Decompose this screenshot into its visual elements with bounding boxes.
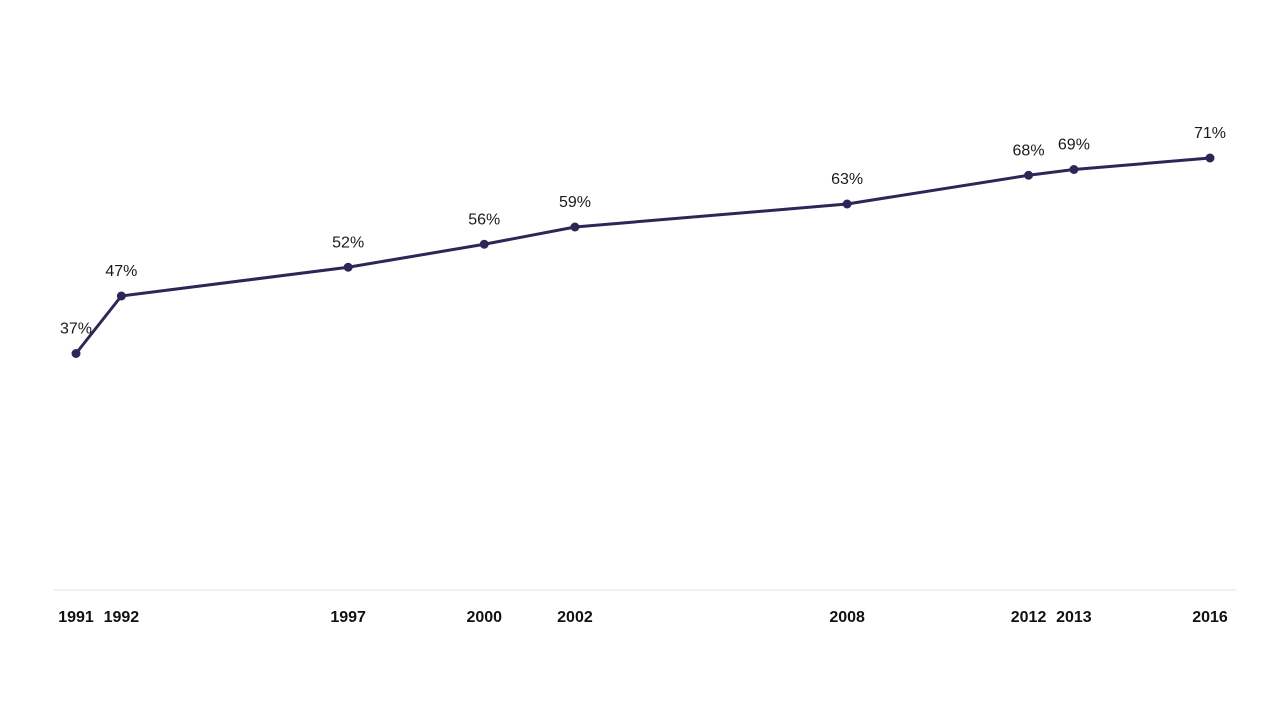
data-label-2000: 56%: [468, 211, 500, 228]
data-label-1992: 47%: [105, 263, 137, 280]
data-label-2002: 59%: [559, 194, 591, 211]
data-label-2013: 69%: [1058, 137, 1090, 154]
x-tick-label-1991: 1991: [58, 609, 94, 626]
data-point-1992: [116, 291, 126, 301]
series-line: [74, 156, 1212, 355]
data-label-2008: 63%: [831, 171, 863, 188]
x-tick-label-1997: 1997: [330, 609, 366, 626]
data-label-1991: 37%: [60, 321, 92, 338]
x-tick-label-2012: 2012: [1011, 609, 1047, 626]
data-labels: 37% 47% 52% 56% 59% 63% 68% 69% 71%: [60, 125, 1226, 338]
data-label-1997: 52%: [332, 234, 364, 251]
data-label-2016: 71%: [1194, 125, 1226, 142]
x-tick-label-2000: 2000: [466, 609, 502, 626]
x-tick-label-2013: 2013: [1056, 609, 1092, 626]
data-point-2013: [1069, 165, 1079, 174]
x-tick-label-2008: 2008: [829, 609, 865, 626]
x-tick-label-2002: 2002: [557, 609, 593, 626]
data-points: [71, 153, 1215, 358]
data-point-2008: [842, 199, 852, 209]
data-point-2002: [570, 222, 580, 232]
data-point-1991: [71, 349, 81, 358]
x-tick-label-1992: 1992: [104, 609, 140, 626]
data-point-2000: [479, 239, 489, 249]
x-tick-label-2016: 2016: [1192, 609, 1228, 626]
data-label-2012: 68%: [1013, 142, 1045, 159]
data-point-2012: [1024, 170, 1034, 180]
data-point-2016: [1205, 153, 1215, 163]
data-point-1997: [343, 262, 353, 272]
x-tick-labels: 1991 1992 1997 2000 2002 2008 2012 2013 2016: [58, 609, 1228, 626]
